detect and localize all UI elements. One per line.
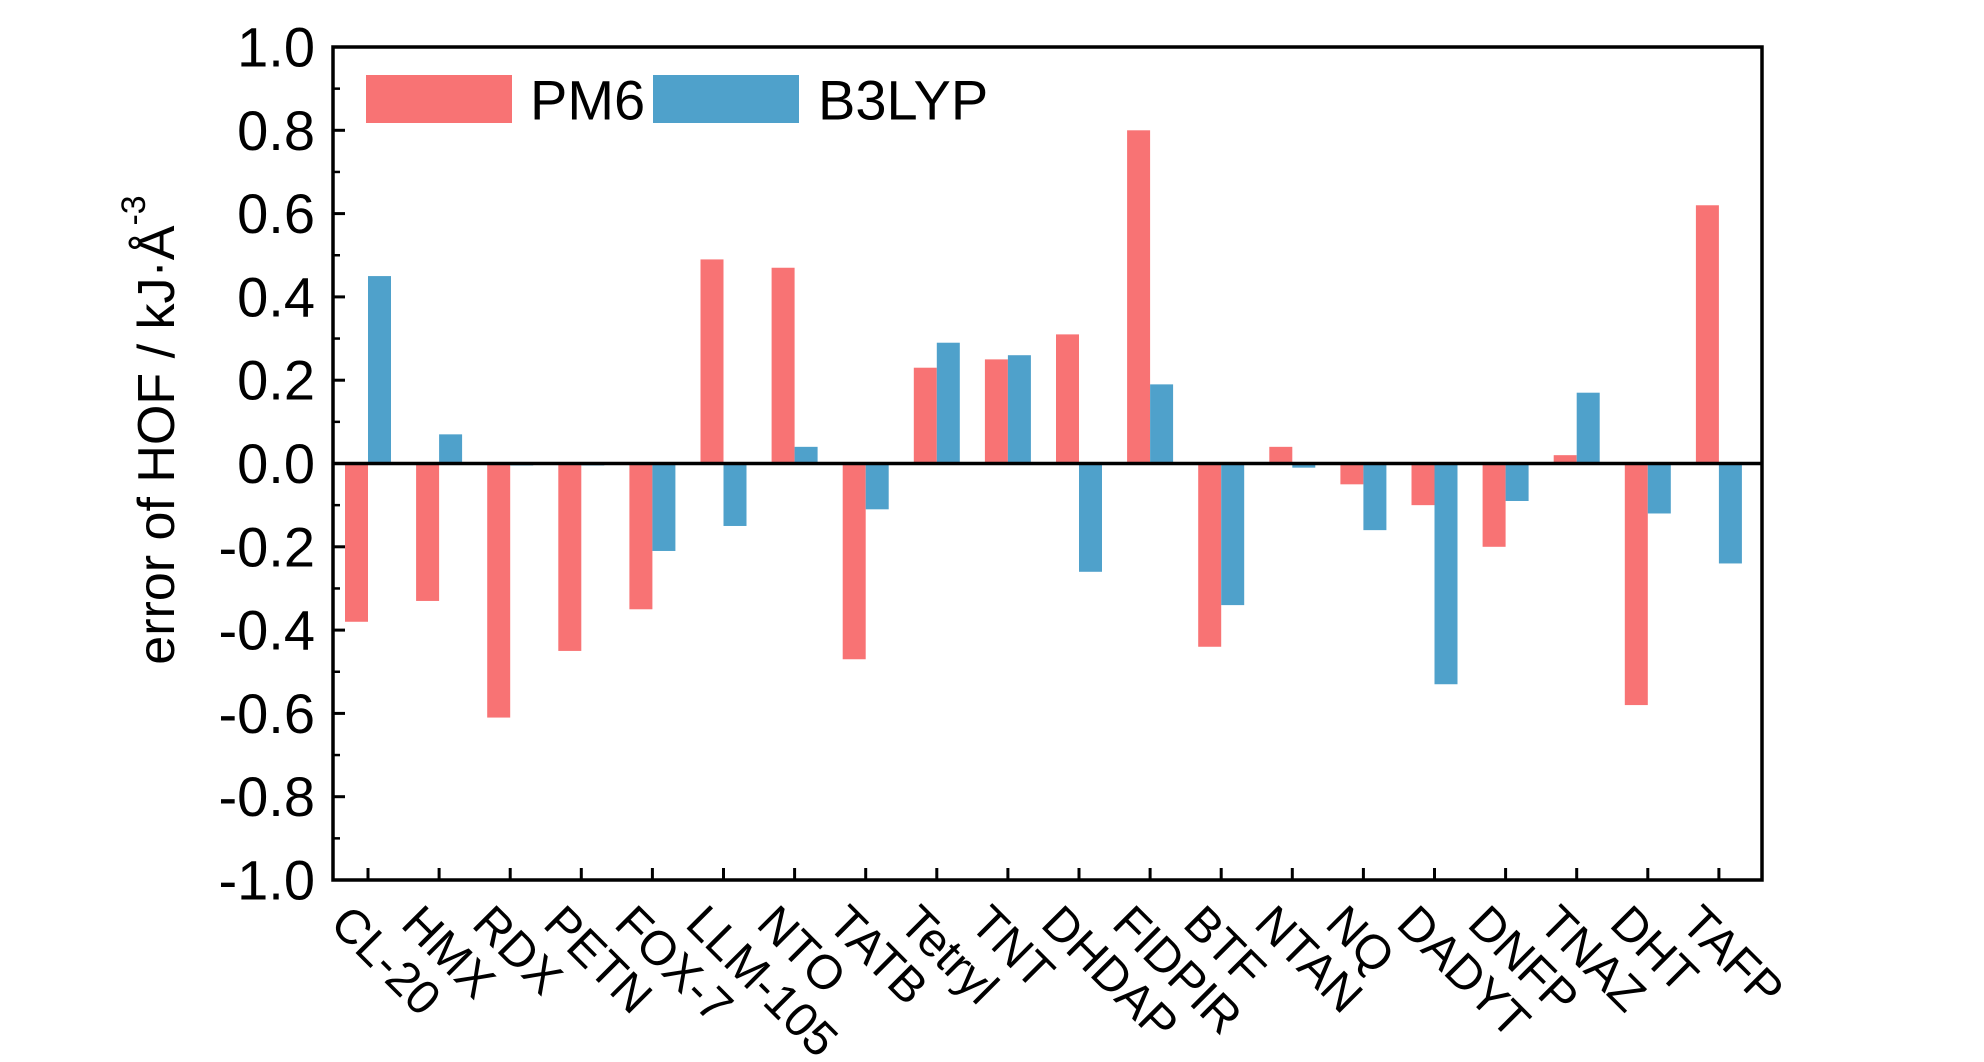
bar-pm6-tnt	[984, 359, 1008, 464]
legend-swatch-b3lyp	[653, 75, 799, 123]
legend-swatch-pm6	[366, 75, 512, 123]
bar-pm6-nq	[1340, 463, 1364, 485]
y-tick-label: 0.6	[237, 182, 315, 245]
bar-b3lyp-tnt	[1007, 355, 1031, 464]
bar-b3lyp-hmx	[439, 434, 463, 464]
bar-b3lyp-tatb	[865, 463, 889, 510]
bar-pm6-rdx	[487, 463, 511, 718]
bar-b3lyp-dnfp	[1505, 463, 1529, 501]
bar-pm6-dnfp	[1482, 463, 1506, 547]
bar-b3lyp-ntan	[1292, 463, 1316, 468]
bars-layer	[345, 130, 1742, 718]
y-tick-label: 0.8	[237, 99, 315, 162]
bar-b3lyp-nto	[794, 446, 818, 464]
bar-pm6-dadyt	[1411, 463, 1435, 506]
legend-label-pm6: PM6	[530, 69, 645, 132]
legend-label-b3lyp: B3LYP	[818, 69, 988, 132]
y-axis-label-group: error of HOF / kJ·Å-3	[115, 195, 186, 664]
bar-b3lyp-nq	[1363, 463, 1387, 531]
bar-b3lyp-btf	[1221, 463, 1245, 606]
y-tick-label: -0.4	[219, 599, 316, 662]
legend: PM6 B3LYP	[366, 69, 988, 132]
bar-pm6-nto	[771, 267, 795, 464]
y-axis-label: error of HOF / kJ·Å-3	[115, 195, 186, 664]
bar-b3lyp-fidpir	[1150, 384, 1174, 464]
bar-b3lyp-tnaz	[1576, 392, 1600, 464]
bar-b3lyp-dadyt	[1434, 463, 1458, 685]
bar-b3lyp-cl-20	[368, 276, 391, 464]
bar-pm6-fox-7	[629, 463, 653, 610]
y-axis-label-superscript: -3	[115, 195, 153, 225]
x-axis: CL-20HMXRDXPETNFOX-7LLM-105NTOTATBTetryl…	[320, 868, 1793, 1062]
y-axis: -1.0 -0.8 -0.6 -0.4 -0.2 0.0 0.2 0.4 0.6 0.8 1.0	[219, 16, 345, 912]
bar-pm6-ntan	[1269, 446, 1293, 464]
bar-pm6-hmx	[416, 463, 440, 601]
bar-pm6-cl-20	[345, 463, 368, 622]
bar-pm6-tafp	[1695, 205, 1719, 464]
y-tick-label: 0.4	[237, 265, 315, 328]
bar-b3lyp-tetryl	[936, 342, 960, 464]
y-tick-label: -0.2	[219, 515, 316, 578]
y-tick-label: -1.0	[219, 849, 316, 912]
bar-b3lyp-llm-105	[723, 463, 747, 526]
bar-pm6-tetryl	[913, 367, 937, 464]
bar-pm6-dhdap	[1056, 334, 1079, 464]
y-tick-label: 0.2	[237, 349, 315, 412]
bar-pm6-llm-105	[700, 259, 724, 464]
bar-pm6-tnaz	[1553, 455, 1577, 464]
bar-b3lyp-dht	[1647, 463, 1671, 514]
y-tick-label: -0.6	[219, 682, 316, 745]
bar-pm6-fidpir	[1127, 130, 1151, 464]
bar-b3lyp-dhdap	[1079, 463, 1102, 572]
bar-pm6-btf	[1198, 463, 1222, 647]
bar-pm6-tatb	[842, 463, 866, 660]
bar-b3lyp-tafp	[1718, 463, 1742, 564]
y-axis-label-text: error of HOF / kJ·Å	[128, 225, 186, 664]
y-tick-label: 0.0	[237, 432, 315, 495]
y-tick-label: 1.0	[237, 16, 315, 79]
y-tick-label: -0.8	[219, 765, 316, 828]
bar-pm6-petn	[558, 463, 582, 651]
bar-pm6-dht	[1624, 463, 1648, 706]
bar-b3lyp-fox-7	[652, 463, 676, 551]
